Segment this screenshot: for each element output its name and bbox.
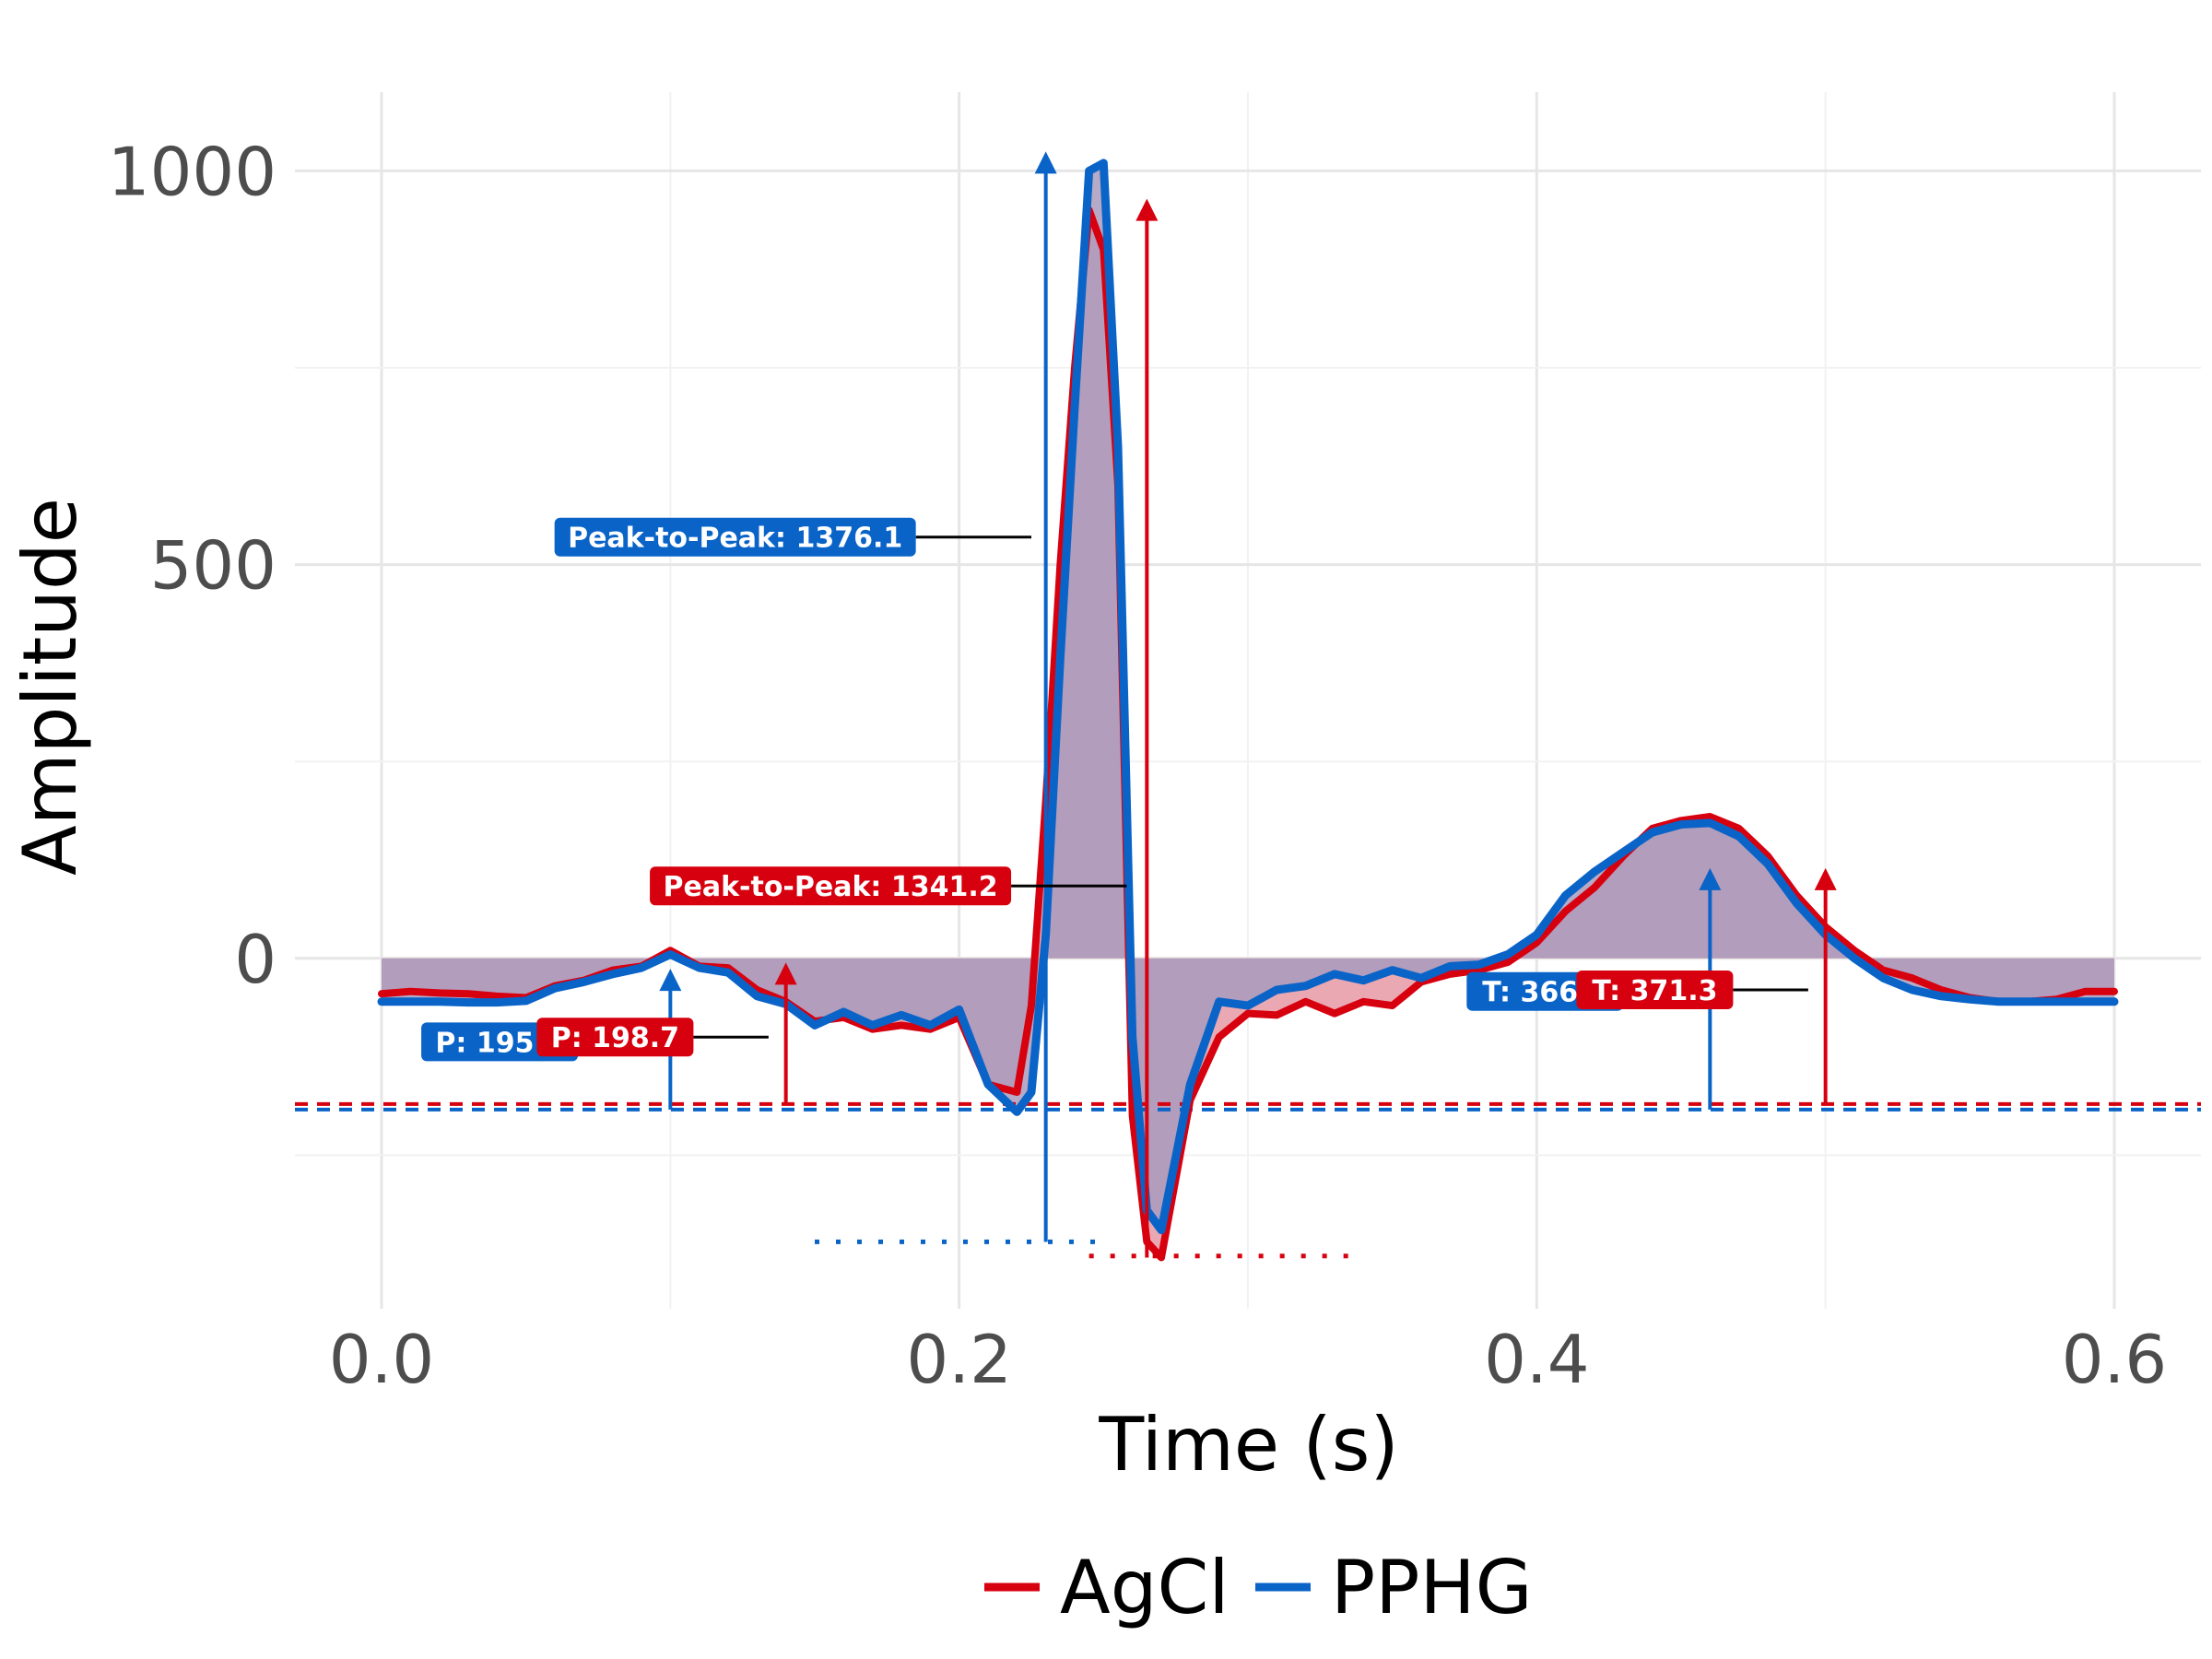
y-axis-title: Amplitude — [7, 498, 93, 876]
annotation-box — [554, 517, 916, 557]
x-tick-label: 0.0 — [329, 1321, 435, 1398]
annotation-label: T: 371.3 — [1592, 975, 1717, 1007]
x-tick-label: 0.4 — [1484, 1321, 1590, 1398]
line-layer — [377, 159, 2119, 1262]
annotation-label: P: 198.7 — [551, 1022, 679, 1054]
peak-arrow-head — [1034, 151, 1057, 174]
annotation-box — [1576, 970, 1734, 1009]
series-line-pphg — [377, 159, 2119, 1235]
annotation-box — [536, 1018, 694, 1057]
y-tick-label: 1000 — [108, 133, 276, 210]
peak-arrow-head — [659, 969, 682, 992]
peak-arrow-head — [1135, 198, 1159, 221]
annotation-label: Peak-to-Peak: 1376.1 — [568, 523, 902, 555]
annotation-box — [650, 866, 1012, 906]
y-tick-label: 500 — [150, 527, 276, 605]
annotation-label: Peak-to-Peak: 1341.2 — [664, 871, 998, 903]
x-tick-label: 0.2 — [906, 1321, 1012, 1398]
y-tick-label: 0 — [234, 921, 276, 998]
peak-arrow-head — [1814, 867, 1837, 890]
x-tick-label: 0.6 — [2062, 1321, 2168, 1398]
baseline-layer — [295, 1101, 2201, 1259]
area-fill-pphg — [382, 162, 2114, 1230]
x-axis-title: Time (s) — [1098, 1402, 1398, 1488]
grid-layer — [295, 92, 2201, 1309]
peak-arrow-head — [1699, 867, 1722, 890]
legend-label-agcl: AgCl — [1060, 1545, 1230, 1630]
fill-layer — [382, 162, 2114, 1258]
annotation-layer: Peak-to-Peak: 1376.1 Peak-to-Peak: 1341.2… — [421, 517, 1808, 1062]
legend-label-pphg: PPHG — [1331, 1545, 1533, 1630]
legend: AgCl PPHG — [984, 1545, 1533, 1630]
peak-arrow-head — [774, 962, 797, 985]
tick-layer: 0.0 0.2 0.4 0.6 0 500 1000 — [108, 133, 2167, 1398]
